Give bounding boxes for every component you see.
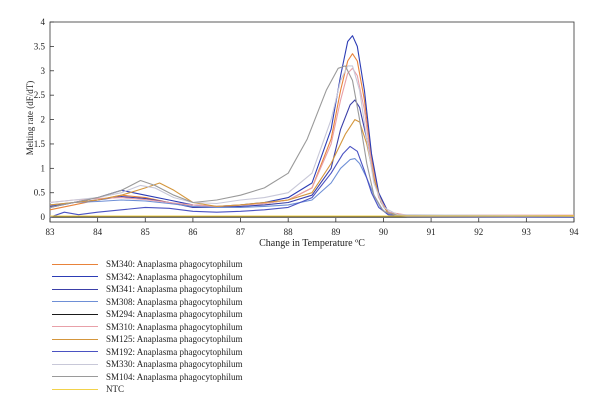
x-tick-label: 83: [46, 227, 56, 237]
x-tick-label: 89: [331, 227, 341, 237]
legend-label: SM310: Anaplasma phagocytophilum: [106, 321, 243, 332]
legend-swatch: [52, 313, 98, 315]
legend-swatch: [52, 351, 98, 353]
y-tick-label: 0.5: [34, 188, 46, 198]
series-line-7: [49, 145, 575, 218]
legend-swatch: [52, 376, 98, 378]
legend-label: SM192: Anaplasma phagocytophilum: [106, 346, 243, 357]
series-line-1: [49, 35, 574, 217]
legend-item: SM340: Anaplasma phagocytophilum: [52, 258, 412, 271]
x-tick-label: 88: [284, 227, 294, 237]
chart-legend: SM340: Anaplasma phagocytophilum SM342: A…: [52, 258, 412, 396]
legend-swatch: [52, 388, 98, 390]
legend-item: SM341: Anaplasma phagocytophilum: [52, 283, 412, 296]
y-tick-label: 2.5: [34, 90, 46, 100]
x-axis-ticks: 83 84 85 86 87 88 89 90 91 92 93 94: [46, 218, 580, 237]
legend-label: SM340: Anaplasma phagocytophilum: [106, 259, 243, 269]
series-line-8: [49, 65, 575, 217]
plot-frame: [49, 21, 575, 223]
x-tick-label: 86: [188, 227, 198, 237]
x-tick-label: 94: [570, 227, 580, 237]
legend-item: SM125: Anaplasma phagocytophilum: [52, 333, 412, 346]
legend-label: SM330: Anaplasma phagocytophilum: [106, 359, 243, 369]
y-axis-ticks: 0 0.5 1 1.5 2 2.5 3 3.5 4: [34, 17, 54, 222]
legend-swatch: [52, 301, 98, 303]
legend-item: SM192: Anaplasma phagocytophilum: [52, 346, 412, 359]
legend-label: SM308: Anaplasma phagocytophilum: [106, 296, 243, 307]
legend-item: SM330: Anaplasma phagocytophilum: [52, 358, 412, 371]
y-tick-label: 1.5: [34, 139, 46, 149]
legend-swatch: [52, 276, 98, 278]
legend-swatch: [52, 338, 98, 340]
x-tick-label: 92: [474, 227, 483, 237]
legend-swatch: [52, 363, 98, 365]
y-tick-label: 0: [41, 212, 46, 222]
x-tick-label: 84: [93, 227, 103, 237]
legend-label: SM294: Anaplasma phagocytophilum: [106, 309, 243, 319]
y-tick-label: 3.5: [34, 41, 46, 51]
legend-swatch: [52, 288, 98, 290]
y-axis-label: Melting rate (dF/dT): [25, 81, 35, 155]
legend-item: SM308: Anaplasma phagocytophilum: [52, 296, 412, 309]
series-line-9: [49, 65, 575, 217]
x-tick-label: 91: [427, 227, 436, 237]
series-line-6: [49, 119, 574, 217]
series-line-5: [49, 67, 574, 216]
legend-item: NTC: [52, 383, 412, 396]
x-tick-label: 85: [141, 227, 151, 237]
legend-swatch: [52, 326, 98, 328]
plot-area-border: [49, 21, 575, 223]
y-tick-label: 1: [41, 163, 46, 173]
x-axis-label: Change in Temperature ºC: [259, 238, 365, 249]
series-line-2: [49, 99, 575, 218]
x-tick-label: 93: [522, 227, 532, 237]
y-tick-label: 3: [41, 66, 46, 76]
legend-swatch: [52, 263, 98, 265]
legend-item: SM104: Anaplasma phagocytophilum: [52, 371, 412, 384]
series-lines: [49, 35, 575, 218]
legend-label: SM341: Anaplasma phagocytophilum: [106, 284, 243, 294]
x-tick-label: 87: [236, 227, 246, 237]
x-tick-label: 90: [379, 227, 389, 237]
legend-label: SM104: Anaplasma phagocytophilum: [106, 371, 243, 382]
legend-item: SM294: Anaplasma phagocytophilum: [52, 308, 412, 321]
legend-label: SM125: Anaplasma phagocytophilum: [106, 334, 243, 344]
y-tick-label: 4: [41, 17, 46, 27]
legend-label: SM342: Anaplasma phagocytophilum: [106, 271, 243, 282]
y-tick-label: 2: [41, 115, 46, 125]
melting-curve-chart: 83 84 85 86 87 88 89 90 91 92 93 94 0 0.5 1 1.5 2 2.5 3 3.…: [25, 17, 580, 249]
legend-label: NTC: [106, 384, 124, 394]
legend-item: SM342: Anaplasma phagocytophilum: [52, 271, 412, 284]
legend-item: SM310: Anaplasma phagocytophilum: [52, 321, 412, 334]
